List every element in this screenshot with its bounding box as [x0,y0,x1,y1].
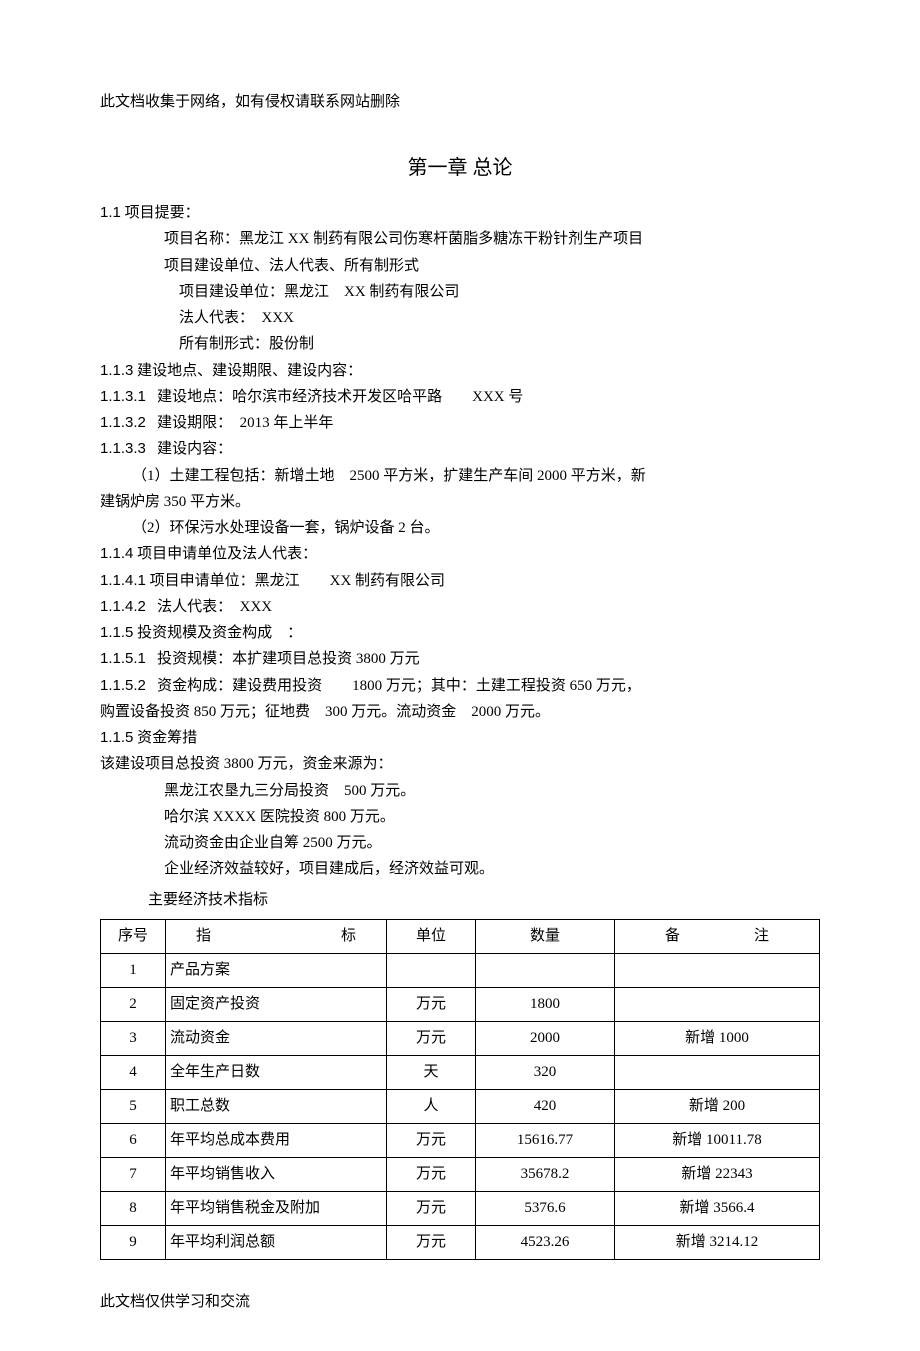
table-cell [615,953,820,987]
table-row: 9年平均利润总额万元4523.26新增 3214.12 [101,1225,820,1259]
table-cell: 2 [101,987,166,1021]
table-cell: 万元 [387,1157,476,1191]
table-cell: 420 [476,1089,615,1123]
table-cell: 1 [101,953,166,987]
body-line: 1.1.3.1 建设地点：哈尔滨市经济技术开发区哈平路 XXX 号 [100,384,820,410]
table-row: 2固定资产投资万元1800 [101,987,820,1021]
chapter-title: 第一章 总论 [100,151,820,180]
body-line: 哈尔滨 XXXX 医院投资 800 万元。 [100,804,820,830]
table-cell: 35678.2 [476,1157,615,1191]
table-cell [615,987,820,1021]
table-cell: 固定资产投资 [166,987,387,1021]
table-cell: 年平均总成本费用 [166,1123,387,1157]
table-cell: 新增 3566.4 [615,1191,820,1225]
body-line: 流动资金由企业自筹 2500 万元。 [100,830,820,856]
table-cell: 产品方案 [166,953,387,987]
table-header-cell: 指 标 [166,919,387,953]
body-line: 1.1.4.1 项目申请单位：黑龙江 XX 制药有限公司 [100,568,820,594]
body-line: 1.1 项目提要： [100,200,820,226]
body-line: （1）土建工程包括：新增土地 2500 平方米，扩建生产车间 2000 平方米，… [100,463,820,489]
economic-indicators-table: 序号指 标单位数量备 注 1产品方案2固定资产投资万元18003流动资金万元20… [100,919,820,1260]
table-row: 4全年生产日数天320 [101,1055,820,1089]
table-row: 3流动资金万元2000新增 1000 [101,1021,820,1055]
table-cell: 年平均销售收入 [166,1157,387,1191]
body-line: 该建设项目总投资 3800 万元，资金来源为： [100,751,820,777]
body-line: 1.1.5 投资规模及资金构成 ： [100,620,820,646]
table-header-cell: 序号 [101,919,166,953]
table-row: 5职工总数人420新增 200 [101,1089,820,1123]
table-cell [615,1055,820,1089]
table-body: 1产品方案2固定资产投资万元18003流动资金万元2000新增 10004全年生… [101,953,820,1259]
document-page: 此文档收集于网络，如有侵权请联系网站删除 第一章 总论 1.1 项目提要：项目名… [0,0,920,1351]
table-cell: 8 [101,1191,166,1225]
body-line: 项目建设单位：黑龙江 XX 制药有限公司 [100,279,820,305]
table-title: 主要经济技术指标 [100,887,820,913]
table-header-row: 序号指 标单位数量备 注 [101,919,820,953]
table-cell: 万元 [387,1225,476,1259]
body-line: 1.1.5.1 投资规模：本扩建项目总投资 3800 万元 [100,646,820,672]
table-cell: 5 [101,1089,166,1123]
table-cell: 3 [101,1021,166,1055]
table-cell: 1800 [476,987,615,1021]
table-header-cell: 备 注 [615,919,820,953]
body-line: （2）环保污水处理设备一套，锅炉设备 2 台。 [100,515,820,541]
body-line: 法人代表： XXX [100,305,820,331]
table-row: 1产品方案 [101,953,820,987]
table-cell: 5376.6 [476,1191,615,1225]
table-cell: 流动资金 [166,1021,387,1055]
table-cell: 320 [476,1055,615,1089]
body-line: 1.1.3.3 建设内容： [100,436,820,462]
table-cell: 年平均销售税金及附加 [166,1191,387,1225]
table-cell: 新增 10011.78 [615,1123,820,1157]
table-cell: 15616.77 [476,1123,615,1157]
table-cell: 新增 1000 [615,1021,820,1055]
body-line: 1.1.5 资金筹措 [100,725,820,751]
table-cell [476,953,615,987]
body-line: 1.1.3 建设地点、建设期限、建设内容： [100,358,820,384]
table-cell: 万元 [387,1191,476,1225]
body-line: 1.1.3.2 建设期限： 2013 年上半年 [100,410,820,436]
table-cell: 人 [387,1089,476,1123]
table-cell: 4523.26 [476,1225,615,1259]
footer-note: 此文档仅供学习和交流 [100,1290,820,1311]
table-cell: 年平均利润总额 [166,1225,387,1259]
table-header-cell: 单位 [387,919,476,953]
body-line: 企业经济效益较好，项目建成后，经济效益可观。 [100,856,820,882]
body-line: 1.1.4 项目申请单位及法人代表： [100,541,820,567]
table-cell: 新增 200 [615,1089,820,1123]
table-cell [387,953,476,987]
body-line: 购置设备投资 850 万元；征地费 300 万元。流动资金 2000 万元。 [100,699,820,725]
table-cell: 新增 3214.12 [615,1225,820,1259]
body-line: 所有制形式：股份制 [100,331,820,357]
body-line: 1.1.5.2 资金构成：建设费用投资 1800 万元；其中：土建工程投资 65… [100,673,820,699]
table-cell: 新增 22343 [615,1157,820,1191]
header-note: 此文档收集于网络，如有侵权请联系网站删除 [100,90,820,111]
table-cell: 4 [101,1055,166,1089]
table-cell: 职工总数 [166,1089,387,1123]
body-line: 项目名称：黑龙江 XX 制药有限公司伤寒杆菌脂多糖冻干粉针剂生产项目 [100,226,820,252]
table-cell: 2000 [476,1021,615,1055]
table-cell: 万元 [387,1021,476,1055]
table-row: 6年平均总成本费用万元15616.77新增 10011.78 [101,1123,820,1157]
body-lines: 1.1 项目提要：项目名称：黑龙江 XX 制药有限公司伤寒杆菌脂多糖冻干粉针剂生… [100,200,820,883]
body-line: 项目建设单位、法人代表、所有制形式 [100,253,820,279]
table-row: 8年平均销售税金及附加万元5376.6新增 3566.4 [101,1191,820,1225]
table-header-cell: 数量 [476,919,615,953]
body-line: 建锅炉房 350 平方米。 [100,489,820,515]
table-cell: 天 [387,1055,476,1089]
table-cell: 7 [101,1157,166,1191]
table-cell: 9 [101,1225,166,1259]
table-cell: 万元 [387,987,476,1021]
body-line: 黑龙江农垦九三分局投资 500 万元。 [100,778,820,804]
table-row: 7年平均销售收入万元35678.2新增 22343 [101,1157,820,1191]
table-cell: 6 [101,1123,166,1157]
table-cell: 万元 [387,1123,476,1157]
body-line: 1.1.4.2 法人代表： XXX [100,594,820,620]
table-cell: 全年生产日数 [166,1055,387,1089]
